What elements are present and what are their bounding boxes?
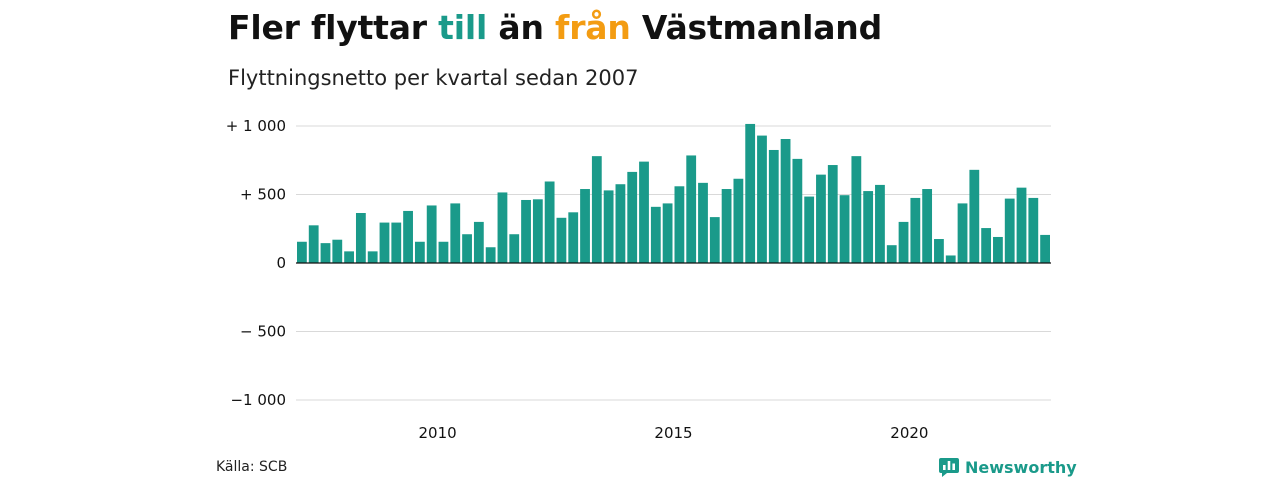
brand-name: Newsworthy: [965, 457, 1077, 477]
bar: 2016 K4: 930: [757, 135, 767, 263]
bar: 2017 K2: 905: [780, 139, 791, 263]
bar: 2014 K2: 740: [639, 161, 649, 263]
bar: 2020 K2: 540: [922, 189, 933, 263]
bar: 2020 K4: 55: [945, 255, 956, 263]
bar: 2013 K3: 530: [603, 190, 614, 263]
bar: 2019 K1: 525: [863, 191, 874, 263]
x-tick-label: 2015: [654, 424, 692, 442]
bar: 2010 K2: 435: [450, 203, 461, 263]
bar: 2016 K2: 615: [733, 178, 744, 263]
bar: 2014 K3: 410: [650, 206, 661, 263]
bar: 2013 K2: 780: [591, 156, 602, 263]
bar: 2010 K1: 155: [438, 241, 449, 263]
y-tick-label: 0: [276, 254, 286, 272]
bar: 2009 K1: 295: [391, 222, 402, 263]
title-part-1: Fler flyttar: [228, 8, 439, 47]
bar: 2014 K4: 435: [662, 203, 673, 263]
bar: 2022 K1: 470: [1004, 198, 1015, 263]
bar: 2021 K2: 680: [969, 169, 980, 263]
y-tick-label: − 500: [240, 323, 286, 341]
source-note: Källa: SCB: [216, 459, 288, 475]
bar: 2011 K2: 515: [497, 192, 508, 263]
chart-subtitle: Flyttningsnetto per kvartal sedan 2007: [228, 66, 639, 90]
brand-logo: Newsworthy: [938, 456, 1077, 478]
bar: 2017 K4: 485: [804, 196, 815, 263]
bar: 2007 K4: 170: [332, 239, 343, 263]
gridlines: [296, 125, 1051, 401]
y-tick-label: + 1 000: [226, 117, 286, 135]
bar: 2020 K1: 475: [910, 197, 921, 263]
bar: 2019 K3: 130: [886, 245, 897, 263]
bar: 2022 K3: 475: [1028, 197, 1039, 263]
bar: 2010 K4: 300: [473, 221, 484, 263]
bar: 2013 K1: 540: [580, 189, 590, 263]
chart-title: Fler flyttar till än från Västmanland: [228, 8, 882, 47]
bar: 2021 K4: 190: [993, 236, 1003, 263]
bar: 2007 K1: 155: [297, 241, 307, 263]
bar: 2018 K1: 645: [816, 174, 826, 263]
bar: 2020 K3: 175: [934, 239, 944, 263]
bar: 2017 K3: 760: [792, 158, 803, 263]
y-tick-label: + 500: [240, 186, 286, 204]
x-tick-label: 2020: [890, 424, 928, 442]
title-part-5: Västmanland: [630, 8, 882, 47]
bar: 2008 K2: 365: [355, 213, 366, 263]
y-tick-label: −1 000: [230, 391, 286, 409]
bar: 2016 K3: 1015: [745, 123, 756, 263]
bar: 2018 K4: 780: [851, 156, 862, 263]
bar: 2007 K3: 145: [320, 243, 331, 263]
bar: 2012 K2: 595: [544, 181, 555, 263]
bar: 2017 K1: 825: [768, 149, 779, 263]
title-word-till: till: [438, 8, 488, 47]
newsworthy-logo-icon: [939, 458, 959, 477]
bar: 2018 K3: 495: [839, 195, 850, 263]
x-tick-label: 2010: [419, 424, 457, 442]
bar: 2012 K1: 465: [532, 199, 543, 263]
axes: + 1 000 + 500 0 − 500 −1 000 2010 2015 2020: [226, 117, 1051, 442]
bar: 2012 K3: 330: [556, 217, 567, 263]
bar: 2015 K2: 785: [686, 155, 697, 263]
bar: 2015 K4: 335: [709, 217, 720, 263]
bar: 2019 K4: 300: [898, 221, 909, 263]
bar: 2008 K4: 295: [379, 222, 390, 263]
title-word-fran: från: [555, 8, 631, 47]
bar: 2011 K4: 460: [521, 199, 531, 263]
bar: 2016 K1: 540: [721, 189, 732, 263]
bar: 2008 K1: 85: [344, 251, 354, 263]
bar: 2021 K1: 435: [957, 203, 968, 263]
bar: 2015 K1: 560: [674, 186, 685, 263]
bar: 2010 K3: 210: [462, 234, 472, 263]
bar: 2014 K1: 665: [627, 171, 638, 263]
bar: 2012 K4: 370: [568, 212, 579, 263]
bar: 2009 K2: 380: [403, 210, 413, 263]
bar: 2008 K3: 85: [367, 251, 378, 263]
bar: 2009 K3: 155: [414, 241, 425, 263]
bar: 2015 K3: 585: [698, 182, 708, 263]
bar: 2011 K1: 115: [485, 247, 496, 263]
bar: 2021 K3: 255: [981, 228, 992, 263]
bar: 2022 K4: 205: [1040, 234, 1050, 263]
bar: 2019 K2: 570: [875, 184, 885, 263]
bar: 2018 K2: 715: [827, 165, 838, 263]
bar: 2007 K2: 275: [308, 225, 319, 263]
bar: 2011 K3: 210: [509, 234, 520, 263]
bar: 2013 K4: 575: [615, 184, 626, 263]
bar: 2022 K2: 550: [1016, 187, 1027, 263]
bar: 2009 K4: 420: [426, 205, 437, 263]
bar-series: 2007 K1: 1552007 K2: 2752007 K3: 1452007…: [297, 123, 1050, 263]
title-part-3: än: [487, 8, 556, 47]
